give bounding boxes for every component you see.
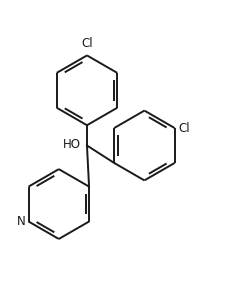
Text: Cl: Cl: [81, 38, 92, 50]
Text: Cl: Cl: [178, 122, 190, 134]
Text: HO: HO: [63, 138, 81, 151]
Text: N: N: [16, 215, 25, 228]
